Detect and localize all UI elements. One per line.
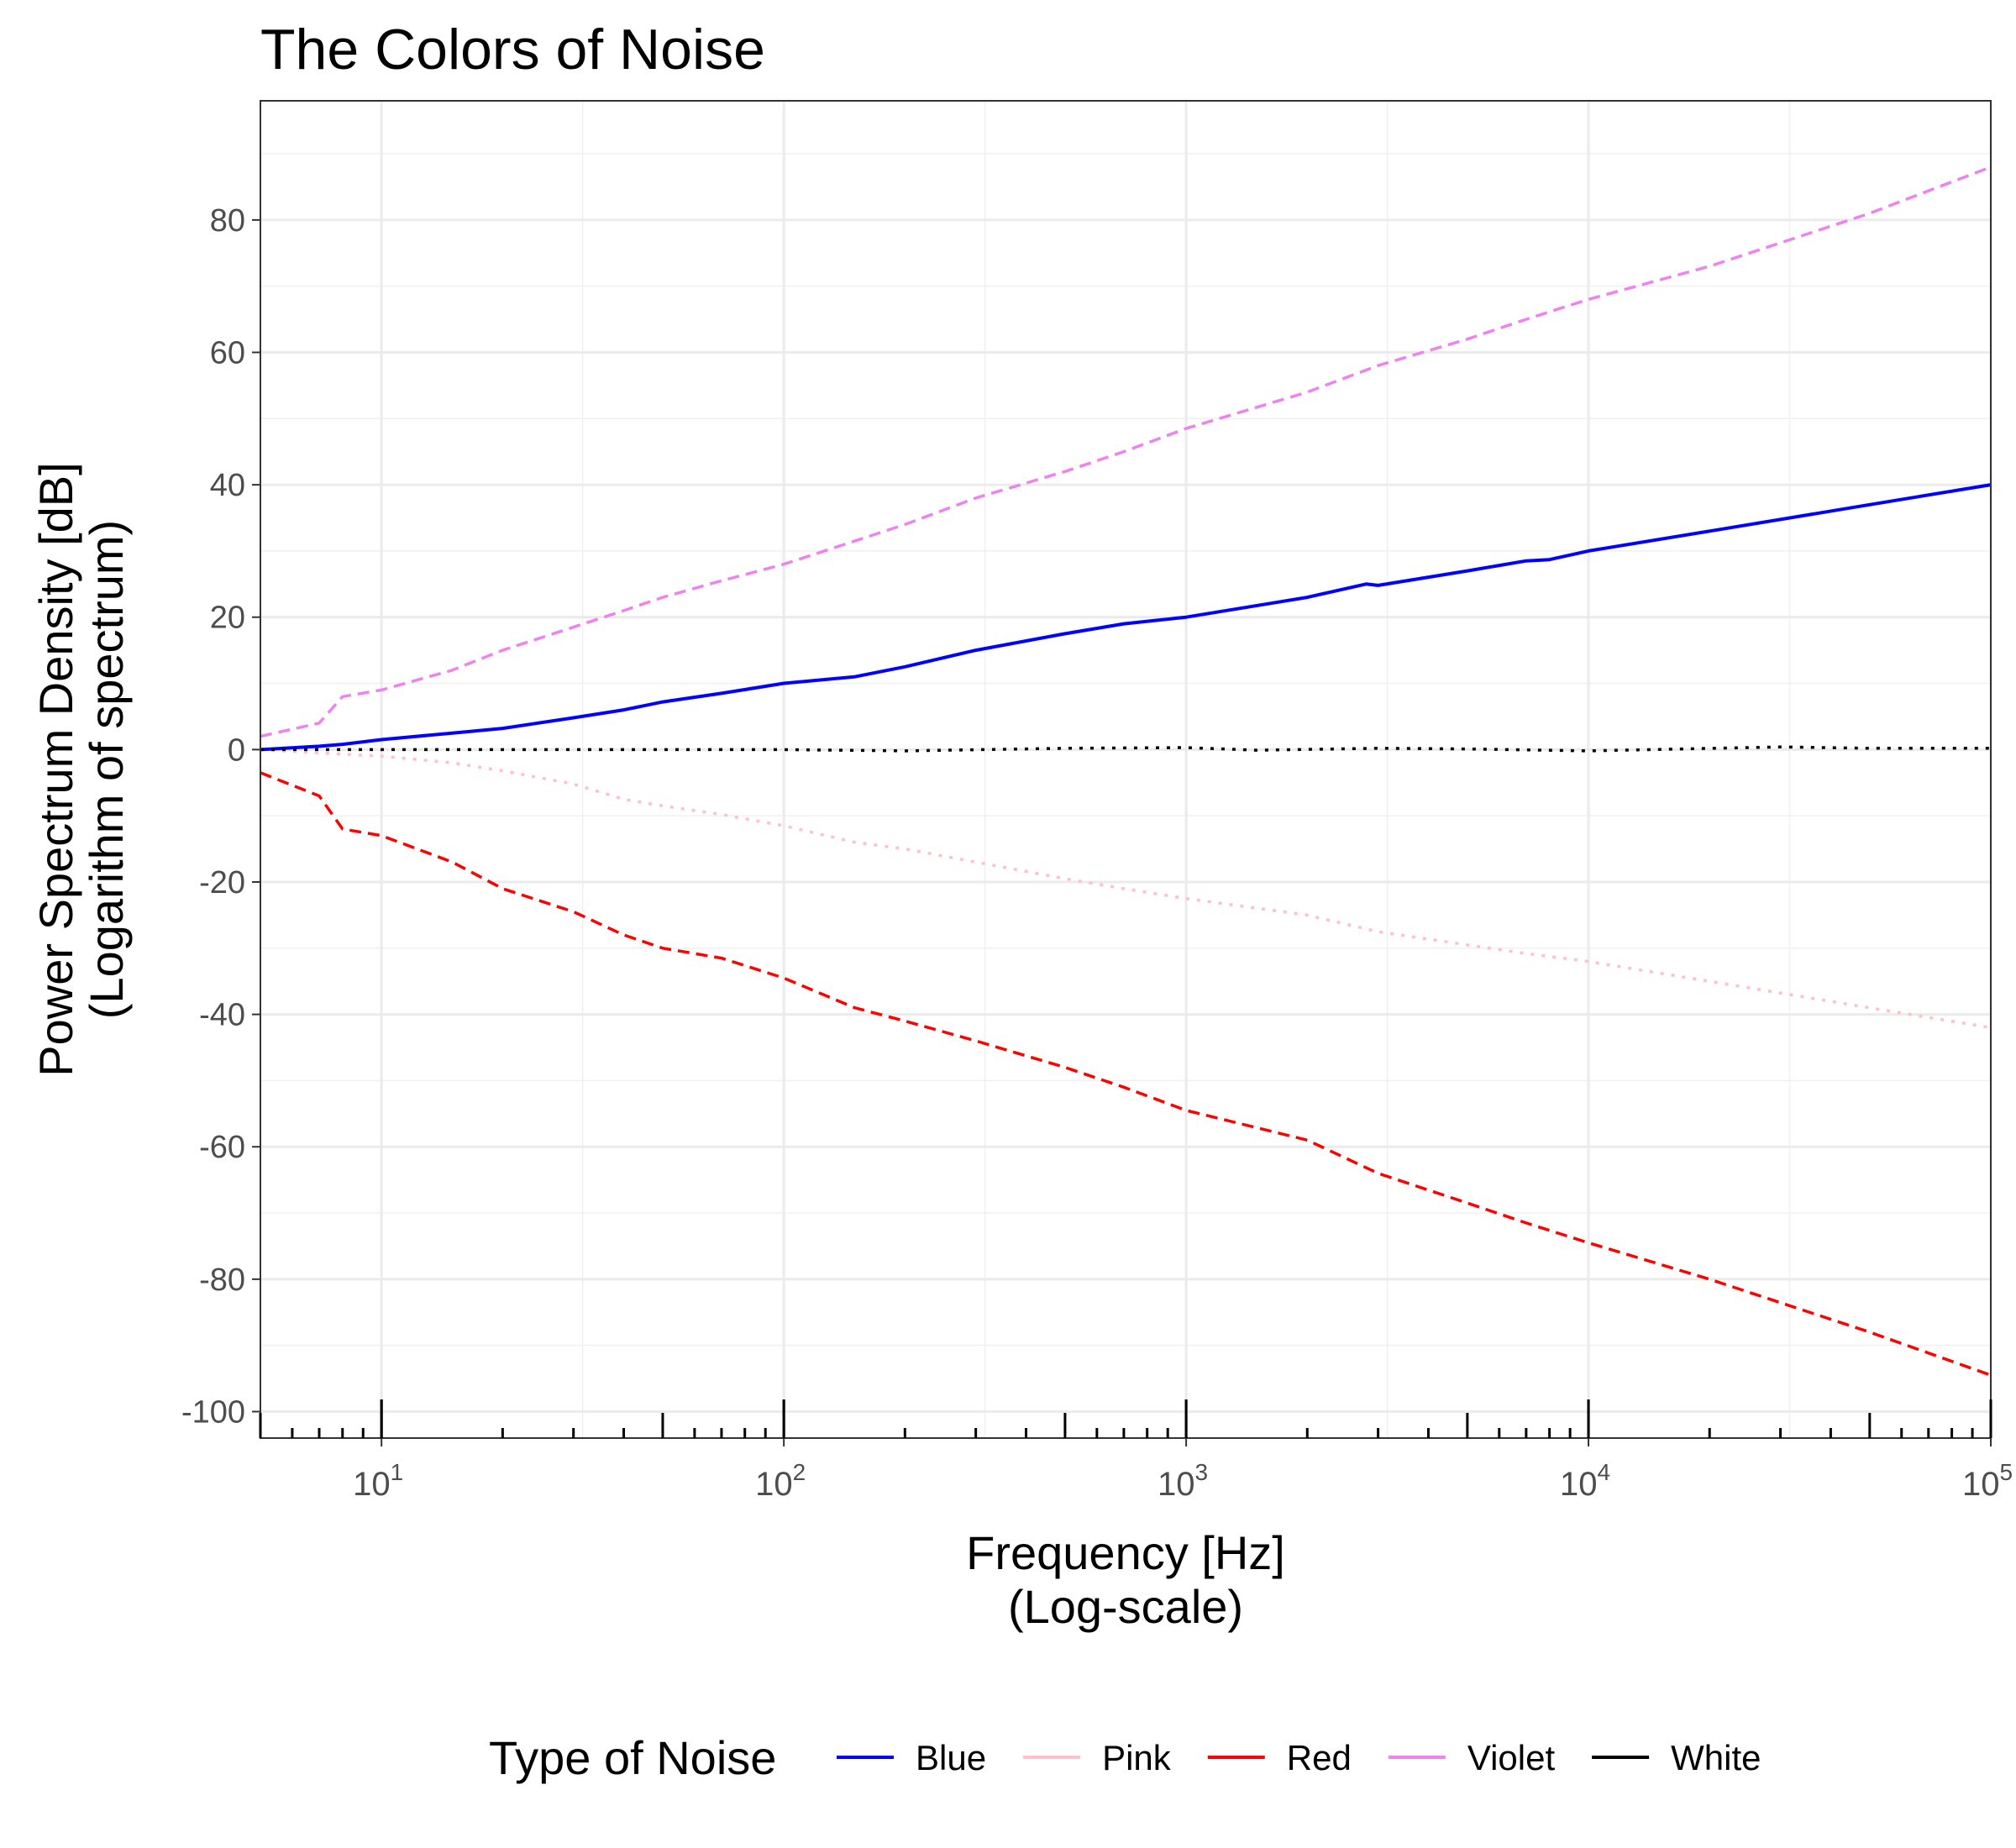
y-axis-title-line1: Power Spectrum Density [dB] xyxy=(29,462,82,1076)
x-axis-title-line1: Frequency [Hz] xyxy=(966,1526,1285,1579)
series-line-pink xyxy=(260,748,1992,1030)
y-tick-label: 20 xyxy=(210,601,245,636)
log-tick-marks xyxy=(259,1399,1992,1438)
y-tick-label: -40 xyxy=(199,998,245,1033)
x-tick-label: 103 xyxy=(1158,1459,1208,1503)
y-tick-label: -100 xyxy=(181,1394,245,1430)
y-tick-label: 40 xyxy=(210,468,245,503)
x-tick-label: 105 xyxy=(1962,1459,2013,1503)
series-line-blue xyxy=(260,483,1992,752)
x-tick-label: 101 xyxy=(353,1459,403,1503)
legend-label-white: White xyxy=(1671,1738,1761,1777)
series-lines xyxy=(260,165,1992,1377)
plot-panel-border xyxy=(260,100,1992,1439)
legend-label-violet: Violet xyxy=(1467,1738,1556,1777)
legend-title: Type of Noise xyxy=(489,1731,776,1784)
y-axis-title-line2: (Logarithm of spectrum) xyxy=(80,520,133,1019)
legend: Type of Noise Blue Pink Red Violet White xyxy=(489,1731,1761,1784)
x-axis: 101 102 103 104 105 xyxy=(353,1438,2013,1503)
y-axis: -100 -80 -60 -40 -20 0 20 40 60 80 xyxy=(181,203,260,1430)
chart-title: The Colors of Noise xyxy=(260,18,765,81)
series-line-white xyxy=(260,745,1991,753)
legend-label-red: Red xyxy=(1287,1738,1352,1777)
y-tick-label: 60 xyxy=(210,335,245,370)
x-tick-label: 104 xyxy=(1560,1459,1610,1503)
x-axis-title-line2: (Log-scale) xyxy=(1008,1580,1243,1633)
legend-label-pink: Pink xyxy=(1102,1738,1172,1777)
y-tick-label: -20 xyxy=(199,865,245,900)
y-tick-label: -60 xyxy=(199,1130,245,1165)
y-tick-label: 0 xyxy=(228,732,245,768)
series-line-red xyxy=(260,771,1992,1377)
series-line-violet xyxy=(260,165,1992,738)
y-tick-label: -80 xyxy=(199,1263,245,1298)
y-tick-label: 80 xyxy=(210,203,245,239)
grid-lines xyxy=(260,101,1992,1438)
legend-label-blue: Blue xyxy=(916,1738,986,1777)
x-tick-label: 102 xyxy=(755,1459,806,1503)
